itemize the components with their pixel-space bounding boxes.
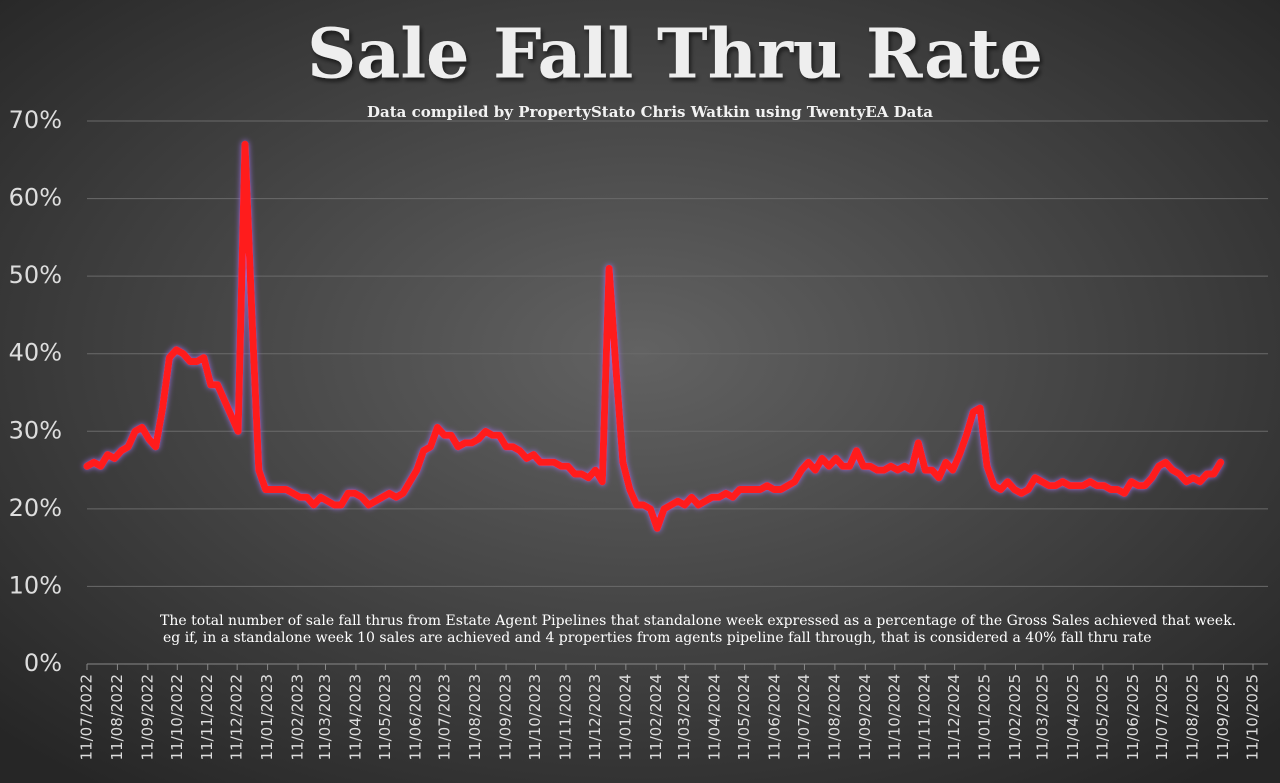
x-tick-label: 11/10/2022 — [168, 674, 186, 760]
y-tick-label: 0% — [24, 649, 62, 677]
x-tick-label: 11/02/2023 — [289, 674, 307, 760]
x-tick-label: 11/04/2023 — [346, 674, 364, 760]
y-tick-label: 60% — [9, 184, 62, 212]
x-tick-label: 11/05/2024 — [735, 674, 753, 760]
x-tick-label: 11/07/2022 — [78, 674, 96, 760]
x-tick-label: 11/11/2022 — [198, 674, 216, 760]
note: eg if, in a standalone week 10 sales are… — [163, 630, 1152, 646]
x-tick-label: 11/04/2025 — [1064, 674, 1082, 760]
x-tick-label: 11/08/2022 — [108, 674, 126, 760]
x-tick-label: 11/11/2024 — [916, 674, 934, 760]
x-tick-label: 11/03/2024 — [675, 674, 693, 760]
x-tick-label: 11/07/2025 — [1153, 674, 1171, 760]
x-tick-label: 11/03/2025 — [1033, 674, 1051, 760]
x-tick-label: 11/12/2022 — [228, 674, 246, 760]
x-tick-label: 11/01/2023 — [258, 674, 276, 760]
x-tick-label: 11/12/2024 — [945, 674, 963, 760]
grid — [87, 120, 1268, 665]
x-tick-label: 11/09/2023 — [497, 674, 515, 760]
x-tick-label: 11/06/2025 — [1124, 674, 1142, 760]
chart-title: Sale Fall Thru Rate — [307, 15, 1043, 95]
subtitle: Data compiled by PropertyStato Chris Wat… — [367, 103, 933, 121]
x-tick-label: 11/10/2024 — [885, 674, 903, 760]
x-tick-label: 11/02/2025 — [1006, 674, 1024, 760]
x-tick-label: 11/12/2023 — [586, 674, 604, 760]
y-tick-label: 40% — [9, 339, 62, 367]
note: The total number of sale fall thrus from… — [160, 613, 1236, 629]
x-tick-label: 11/05/2025 — [1093, 674, 1111, 760]
x-tick-label: 11/01/2024 — [616, 674, 634, 760]
x-tick-label: 11/06/2024 — [766, 674, 784, 760]
x-tick-label: 11/07/2024 — [795, 674, 813, 760]
x-tick-label: 11/11/2023 — [556, 674, 574, 760]
y-tick-label: 70% — [9, 106, 62, 134]
x-tick-label: 11/06/2023 — [406, 674, 424, 760]
data-line — [83, 140, 1225, 532]
x-tick-label: 11/09/2025 — [1214, 674, 1232, 760]
x-tick-label: 11/07/2023 — [436, 674, 454, 760]
x-tick-label: 11/08/2023 — [466, 674, 484, 760]
x-tick-label: 11/04/2024 — [706, 674, 724, 760]
x-tick-label: 11/05/2023 — [376, 674, 394, 760]
x-tick-label: 11/08/2025 — [1184, 674, 1202, 760]
x-tick-label: 11/03/2023 — [316, 674, 334, 760]
x-tick-label: 11/02/2024 — [647, 674, 665, 760]
x-tick-label: 11/09/2022 — [138, 674, 156, 760]
x-tick-label: 11/01/2025 — [976, 674, 994, 760]
y-tick-label: 20% — [9, 494, 62, 522]
y-tick-label: 30% — [9, 416, 62, 444]
x-tick-label: 11/08/2024 — [825, 674, 843, 760]
y-tick-label: 10% — [9, 571, 62, 599]
y-tick-label: 50% — [9, 261, 62, 289]
x-tick-label: 11/10/2023 — [526, 674, 544, 760]
x-tick-label: 11/09/2024 — [856, 674, 874, 760]
x-tick-label: 11/10/2025 — [1244, 674, 1262, 760]
